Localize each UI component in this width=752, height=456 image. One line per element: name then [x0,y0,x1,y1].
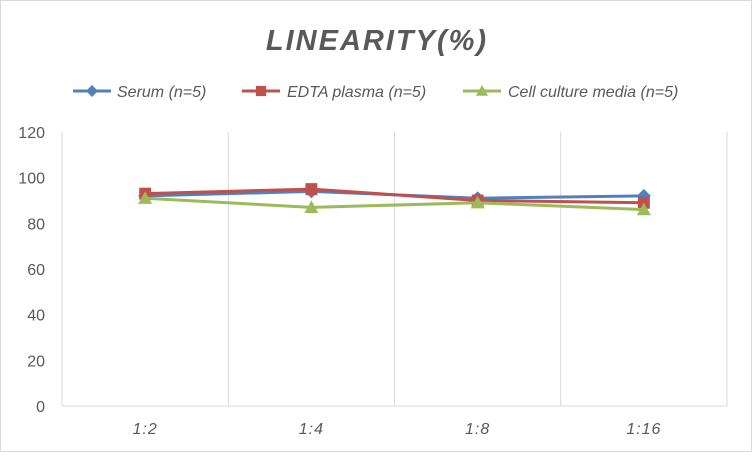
y-axis-ticks: 0 20 40 60 80 100 120 [18,125,45,416]
x-tick-label: 1:8 [465,421,490,438]
series-line [145,187,644,205]
data-point [470,195,485,209]
legend-item: EDTA plasma (n=5) [242,84,426,101]
y-tick-label: 80 [27,216,45,233]
legend-marker [476,85,488,96]
series-group [138,183,651,216]
x-tick-label: 1:16 [626,421,661,438]
legend-label: Serum (n=5) [117,84,206,101]
x-tick-label: 1:2 [133,421,158,438]
y-tick-label: 60 [27,262,45,279]
series-line [145,196,644,212]
legend-label: EDTA plasma (n=5) [287,84,426,101]
data-point [305,183,318,196]
y-tick-label: 120 [18,125,45,142]
y-tick-label: 40 [27,308,45,325]
chart-title: LINEARITY(%) [266,25,488,57]
data-point [138,191,153,204]
y-tick-label: 20 [27,353,45,370]
legend-marker [255,85,267,97]
legend: Serum (n=5) EDTA plasma (n=5) Cell culture… [73,84,678,101]
y-tick-label: 100 [18,171,45,188]
series-2 [138,191,651,216]
data-point [304,200,319,213]
gridlines [61,132,728,406]
x-tick-label: 1:4 [299,421,324,438]
x-axis-ticks: 1:2 1:4 1:8 1:16 [133,421,661,438]
legend-label: Cell culture media (n=5) [508,84,678,101]
legend-item: Cell culture media (n=5) [463,84,678,101]
legend-marker [86,85,98,97]
data-point [636,202,651,216]
legend-item: Serum (n=5) [73,84,206,101]
y-tick-label: 0 [36,399,45,416]
